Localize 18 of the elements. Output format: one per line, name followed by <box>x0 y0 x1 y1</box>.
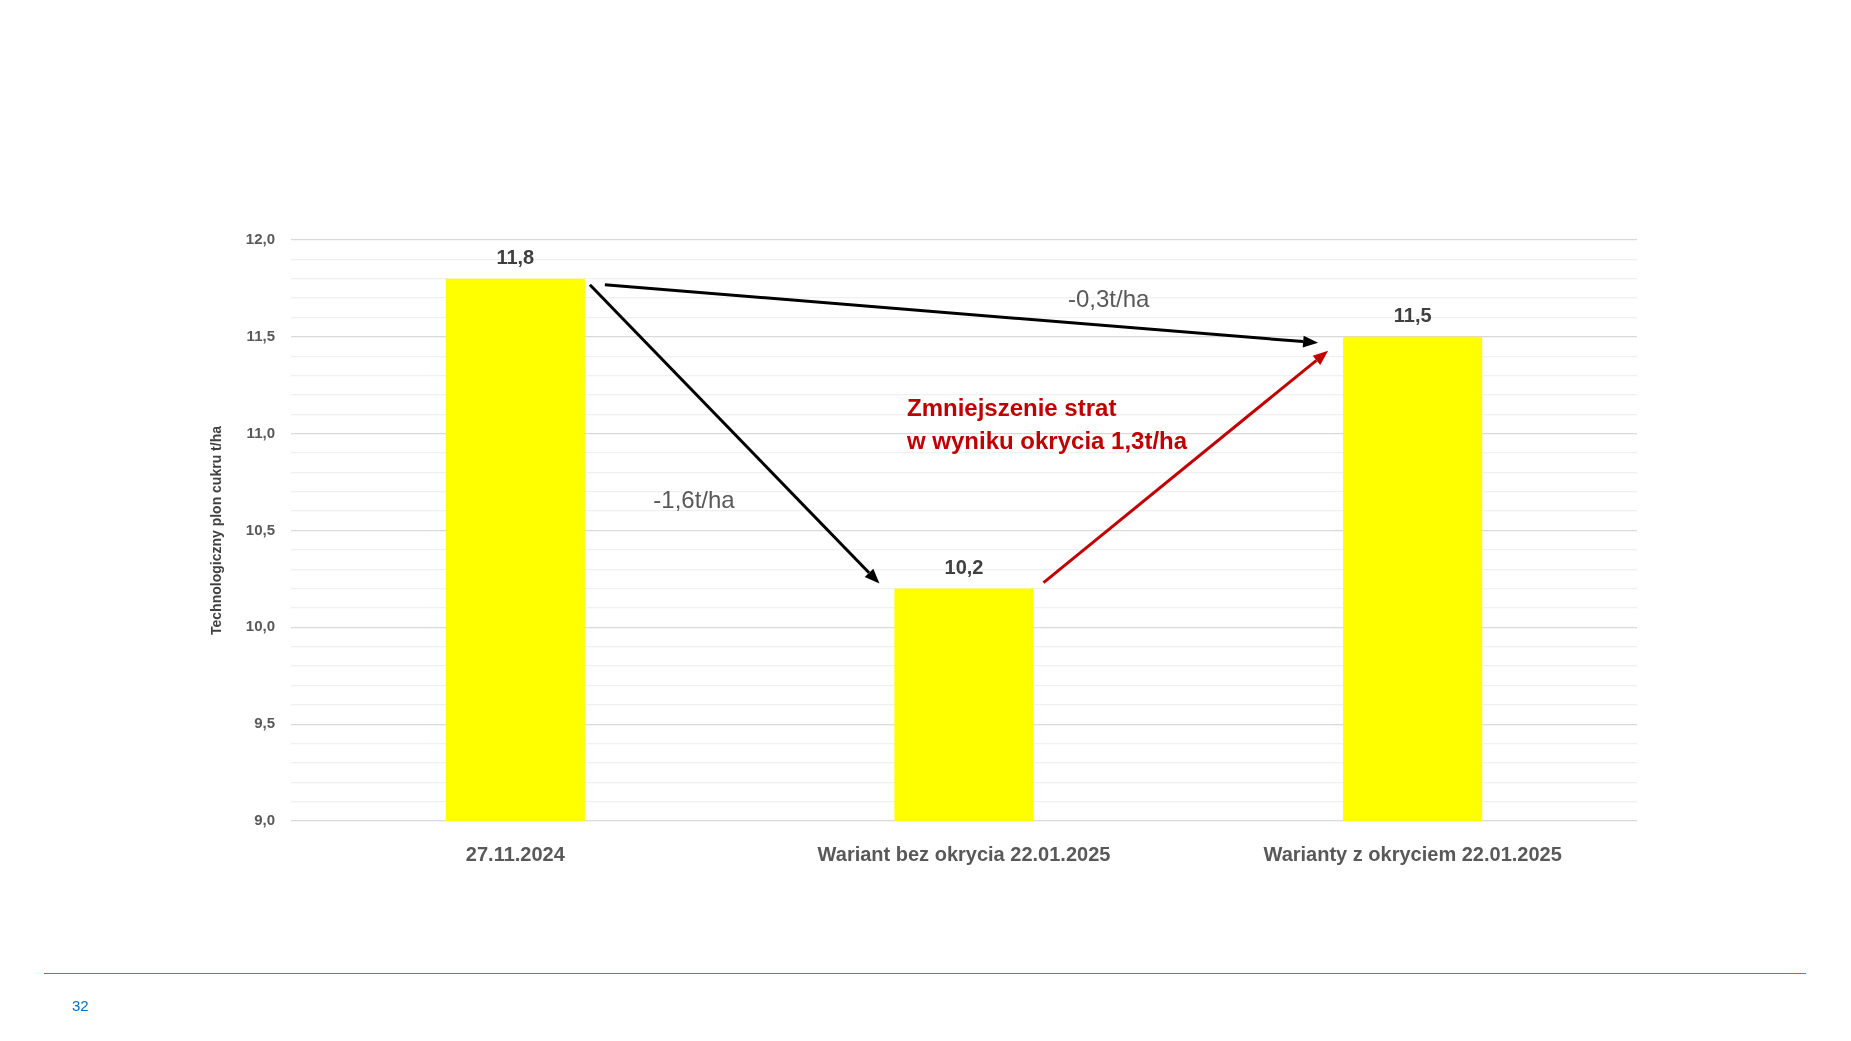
x-tick-label: Wariant bez okrycia 22.01.2025 <box>817 842 1111 865</box>
y-tick-label: 11,0 <box>246 423 275 441</box>
data-label: 11,5 <box>1393 304 1432 327</box>
data-label: 10,2 <box>944 556 984 579</box>
y-tick-label: 9,5 <box>254 714 275 732</box>
y-tick-label: 10,0 <box>245 617 275 635</box>
x-tick-label: 27.11.2024 <box>465 842 566 865</box>
y-tick-label: 9,0 <box>254 811 275 829</box>
annotation: Zmniejszenie strat w wyniku okrycia 1,3t/ha <box>906 392 1188 457</box>
annotation: -1,6t/ha <box>653 484 735 515</box>
annotation: -0,3t/ha <box>1067 283 1150 314</box>
y-tick-label: 10,5 <box>245 520 275 538</box>
x-tick-label: Warianty z okryciem 22.01.2025 <box>1263 842 1562 865</box>
text: 32 <box>72 996 89 1016</box>
y-tick-label: 12,0 <box>245 230 275 248</box>
y-axis-title: Technologiczny plon cukru t/ha <box>208 425 225 635</box>
y-tick-label: 11,5 <box>246 326 275 344</box>
data-label: 11,8 <box>496 246 535 269</box>
